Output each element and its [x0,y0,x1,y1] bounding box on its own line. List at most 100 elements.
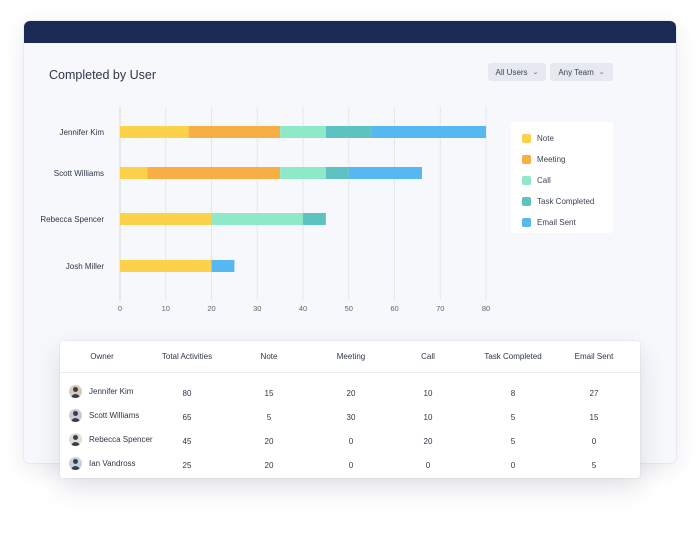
bar-segment [188,126,281,138]
owner-name: Rebecca Spencer [89,435,153,444]
owner-cell: Scott Williams [69,409,139,422]
x-tick-label: 20 [207,304,215,313]
users-filter-dropdown[interactable]: All Users ⌄ [488,63,546,81]
legend-swatch [522,176,531,185]
legend-item: Meeting [522,149,613,170]
x-tick-label: 40 [299,304,307,313]
top-bar [24,21,676,43]
team-filter-dropdown[interactable]: Any Team ⌄ [550,63,613,81]
column-header[interactable]: Meeting [336,352,366,361]
column-header[interactable]: Task Completed [484,352,542,361]
table-cell: 27 [589,389,599,398]
owner-name: Ian Vandross [89,459,136,468]
owner-name: Jennifer Kim [89,387,134,396]
column-header[interactable]: Email Sent [574,352,614,361]
avatar [69,433,82,446]
bar-segment [120,126,189,138]
chart-title: Completed by User [49,68,156,82]
legend-item: Email Sent [522,212,613,233]
owner-cell: Ian Vandross [69,457,136,470]
x-tick-label: 0 [118,304,122,313]
y-category-label: Josh Miller [66,262,105,271]
bar-segment [371,126,486,138]
column-header[interactable]: Call [421,352,435,361]
bar-segment [147,167,281,179]
table-cell: 5 [510,437,516,446]
table-cell: 30 [346,413,356,422]
table-cell: 8 [510,389,516,398]
legend-swatch [522,197,531,206]
x-tick-label: 80 [482,304,490,313]
chevron-down-icon: ⌄ [598,69,605,76]
legend-label: Email Sent [537,218,576,227]
legend-swatch [522,155,531,164]
stacked-bar-chart: 0 10 20 30 40 50 60 70 80 Jennifer Kim Scott Willi… [40,107,490,313]
y-category-label: Rebecca Spencer [40,215,104,224]
table-cell: 20 [264,461,274,470]
x-tick-label: 10 [162,304,170,313]
table-cell: 20 [346,389,356,398]
legend-item: Call [522,170,613,191]
table-cell: 10 [423,389,433,398]
table-cell: 0 [591,437,597,446]
table-row[interactable]: Rebecca Spencer 45 20 0 20 5 0 [60,430,640,454]
x-tick-label: 30 [253,304,261,313]
owner-cell: Rebecca Spencer [69,433,153,446]
table-row[interactable]: Jennifer Kim 80 15 20 10 8 27 [60,382,640,406]
chart-legend: Note Meeting Call Task Completed Email Sent [511,122,613,233]
table-cell: 0 [348,437,354,446]
table-cell: 20 [264,437,274,446]
bar-segment [211,213,303,225]
legend-label: Note [537,134,554,143]
legend-item: Note [522,128,613,149]
y-category-label: Jennifer Kim [60,128,105,137]
table-header: Owner Total Activities Note Meeting Call Task… [60,341,640,373]
table-cell: 5 [266,413,272,422]
table-cell: 15 [589,413,599,422]
users-filter-label: All Users [495,67,528,77]
table-cell: 45 [182,437,192,446]
y-category-label: Scott Williams [54,169,104,178]
bar-segment [280,167,326,179]
x-tick-label: 70 [436,304,444,313]
table-row[interactable]: Ian Vandross 25 20 0 0 0 5 [60,454,640,478]
bar-segment [211,260,235,272]
table-cell: 0 [510,461,516,470]
bar-segment [120,213,212,225]
legend-item: Task Completed [522,191,613,212]
table-cell: 5 [591,461,597,470]
column-header[interactable]: Total Activities [161,352,213,361]
column-header[interactable]: Note [260,352,278,361]
chevron-down-icon: ⌄ [532,69,539,76]
avatar [69,409,82,422]
table-cell: 0 [425,461,431,470]
team-filter-label: Any Team [558,67,594,77]
avatar [69,385,82,398]
table-row[interactable]: Scott Williams 65 5 30 10 5 15 [60,406,640,430]
column-header[interactable]: Owner [90,352,114,361]
table-cell: 15 [264,389,274,398]
legend-label: Meeting [537,155,566,164]
legend-label: Task Completed [537,197,595,206]
owner-cell: Jennifer Kim [69,385,133,398]
x-tick-label: 60 [390,304,398,313]
table-cell: 65 [182,413,192,422]
legend-swatch [522,218,531,227]
bar-segment [120,260,212,272]
table-cell: 5 [510,413,516,422]
bar-segment [325,126,372,138]
table-cell: 25 [182,461,192,470]
owner-name: Scott Williams [89,411,140,420]
bar-segment [348,167,422,179]
bar-segment [120,167,148,179]
bar-segment [280,126,326,138]
bar-segment [303,213,326,225]
table-cell: 20 [423,437,433,446]
table-cell: 0 [348,461,354,470]
legend-label: Call [537,176,551,185]
x-tick-label: 50 [345,304,353,313]
table-cell: 10 [423,413,433,422]
activity-table: Owner Total Activities Note Meeting Call Task… [60,341,640,478]
legend-swatch [522,134,531,143]
bar-segment [325,167,349,179]
